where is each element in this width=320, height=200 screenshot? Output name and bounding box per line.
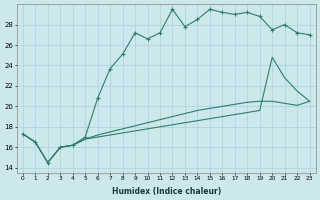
X-axis label: Humidex (Indice chaleur): Humidex (Indice chaleur) [112, 187, 221, 196]
